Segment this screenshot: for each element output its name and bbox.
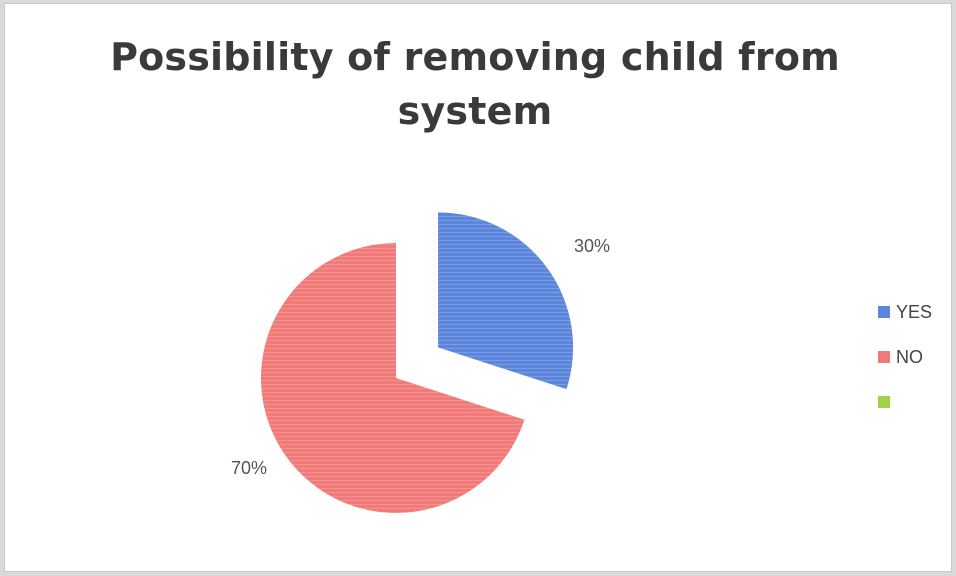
- chart-title: Possibility of removing child from syste…: [110, 35, 840, 133]
- legend-swatch-yes: [878, 306, 890, 318]
- pie-slice-texture: [438, 212, 574, 390]
- legend-label-yes: YES: [896, 302, 932, 322]
- legend-swatch-blank: [878, 396, 890, 408]
- data-label-no: 70%: [231, 458, 267, 478]
- legend-swatch-no: [878, 351, 890, 363]
- pie-slice-texture: [261, 243, 525, 513]
- legend: YES NO: [878, 302, 932, 408]
- legend-label-no: NO: [896, 347, 923, 367]
- data-label-yes: 30%: [574, 236, 610, 256]
